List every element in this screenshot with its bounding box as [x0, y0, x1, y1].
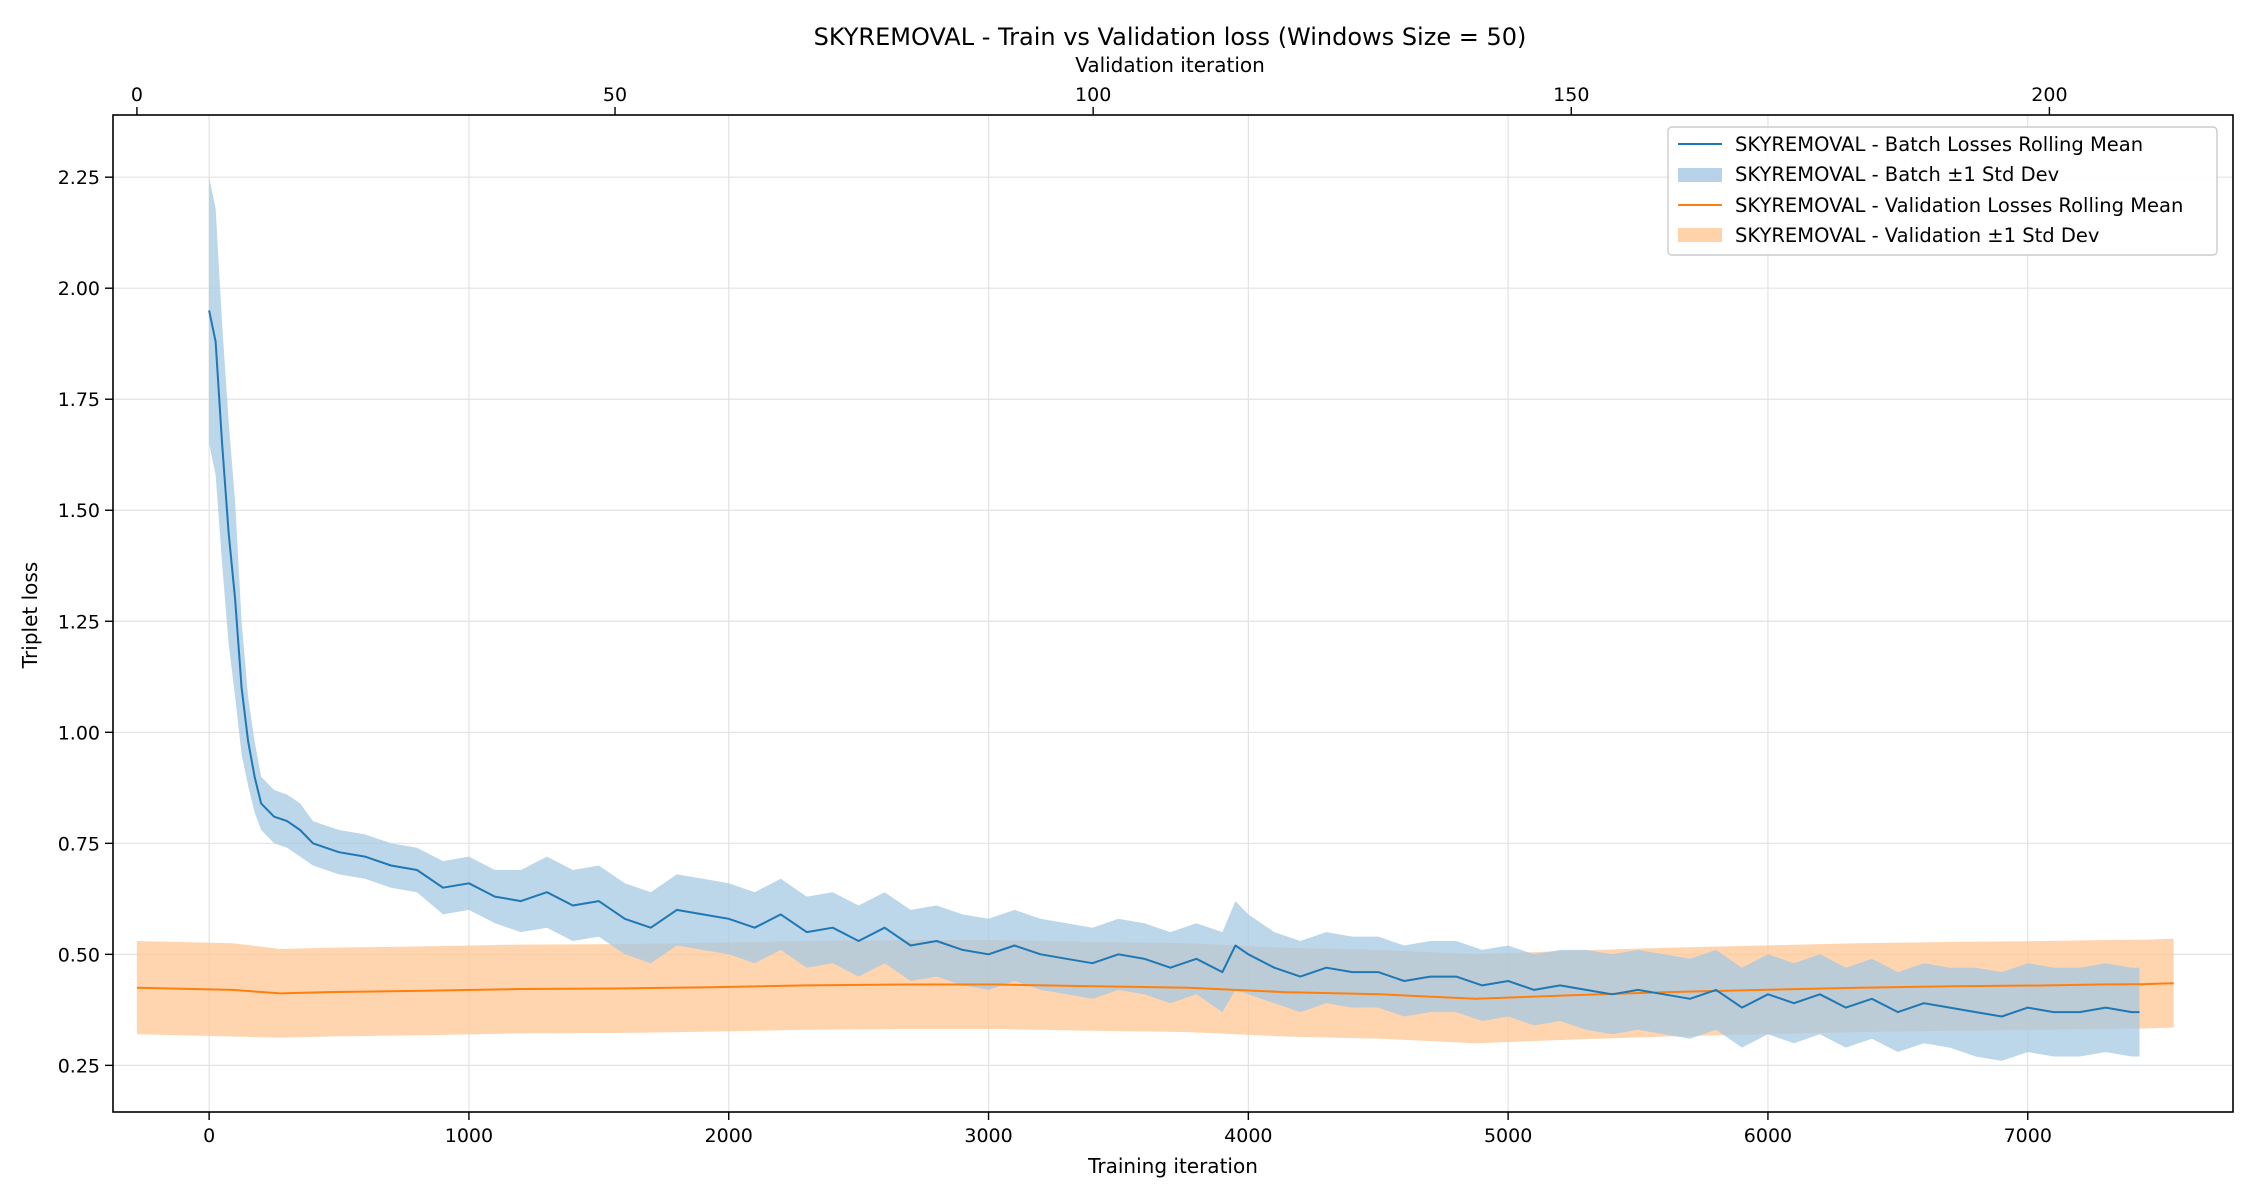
batch-mean-line [208, 310, 2140, 1018]
y-tick-label: 1.00 [58, 722, 100, 744]
plot-frame [112, 114, 2234, 1113]
x-tick-label: 6000 [1744, 1125, 1792, 1147]
x-tick-label: 0 [203, 1125, 215, 1147]
legend-label-batch-mean: SKYREMOVAL - Batch Losses Rolling Mean [1735, 133, 2143, 156]
y-tick-label: 0.25 [58, 1055, 100, 1077]
x-tick-label: 7000 [2004, 1125, 2052, 1147]
std-bands [136, 177, 2174, 1061]
x2-tick-label: 0 [131, 84, 143, 106]
legend-label-validation-mean: SKYREMOVAL - Validation Losses Rolling M… [1735, 194, 2183, 217]
x-tick-label: 3000 [964, 1125, 1012, 1147]
x2-axis-label: Validation iteration [1075, 53, 1265, 77]
batch-std-band [209, 177, 2140, 1061]
legend-label-batch-std: SKYREMOVAL - Batch ±1 Std Dev [1735, 163, 2059, 186]
validation-mean-line [136, 982, 2174, 1000]
y-tick-label: 1.50 [58, 500, 100, 522]
legend-box [1667, 126, 2218, 256]
x2-axis-ticks: 0 50 100 150 200 [131, 84, 2068, 115]
x-tick-label: 5000 [1484, 1125, 1532, 1147]
legend: SKYREMOVAL - Batch Losses Rolling Mean S… [1667, 126, 2218, 256]
legend-swatch-batch-std [1678, 168, 1722, 182]
x-tick-label: 1000 [445, 1125, 493, 1147]
legend-swatch-validation-std [1678, 228, 1722, 242]
x2-tick-label: 150 [1553, 84, 1589, 106]
y-axis-label: Triplet loss [18, 562, 42, 669]
x2-tick-label: 100 [1075, 84, 1111, 106]
series-lines [136, 310, 2174, 1018]
x-axis-ticks: 0 1000 2000 3000 4000 5000 6000 7000 [203, 1112, 2052, 1147]
x-tick-label: 4000 [1224, 1125, 1272, 1147]
x2-tick-label: 50 [603, 84, 627, 106]
y-tick-label: 0.50 [58, 944, 100, 966]
x2-tick-label: 200 [2031, 84, 2067, 106]
y-tick-label: 1.25 [58, 611, 100, 633]
x-tick-label: 2000 [705, 1125, 753, 1147]
y-tick-label: 0.75 [58, 833, 100, 855]
y-axis-ticks: 0.25 0.50 0.75 1.00 1.25 1.50 1.75 2.00 2.25 [58, 167, 113, 1077]
legend-label-validation-std: SKYREMOVAL - Validation ±1 Std Dev [1735, 224, 2099, 247]
y-tick-label: 1.75 [58, 389, 100, 411]
y-tick-label: 2.00 [58, 278, 100, 300]
chart-title: SKYREMOVAL - Train vs Validation loss (W… [814, 23, 1527, 51]
y-tick-label: 2.25 [58, 167, 100, 189]
x-axis-label: Training iteration [1087, 1154, 1258, 1178]
